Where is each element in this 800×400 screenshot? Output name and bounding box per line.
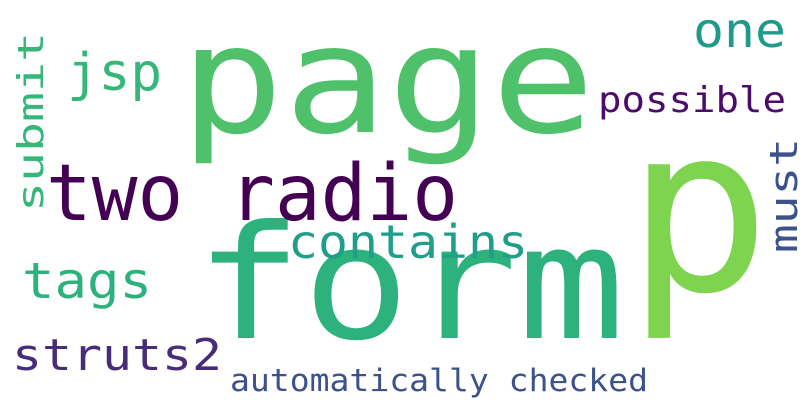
word-submit: submit: [11, 32, 52, 212]
word-two-radio: two radio: [46, 149, 458, 239]
word-struts2: struts2: [12, 330, 222, 381]
word-tags: tags: [22, 252, 152, 310]
word-must: must: [762, 138, 800, 253]
word-form: form: [195, 192, 625, 376]
word-possible: possible: [598, 80, 786, 121]
word-contains: contains: [288, 215, 528, 269]
word-p: p: [626, 78, 771, 345]
word-one: one: [693, 3, 786, 59]
word-automatically-checked: automatically checked: [230, 363, 648, 399]
word-page: page: [180, 0, 595, 168]
word-jsp: jsp: [67, 43, 162, 103]
